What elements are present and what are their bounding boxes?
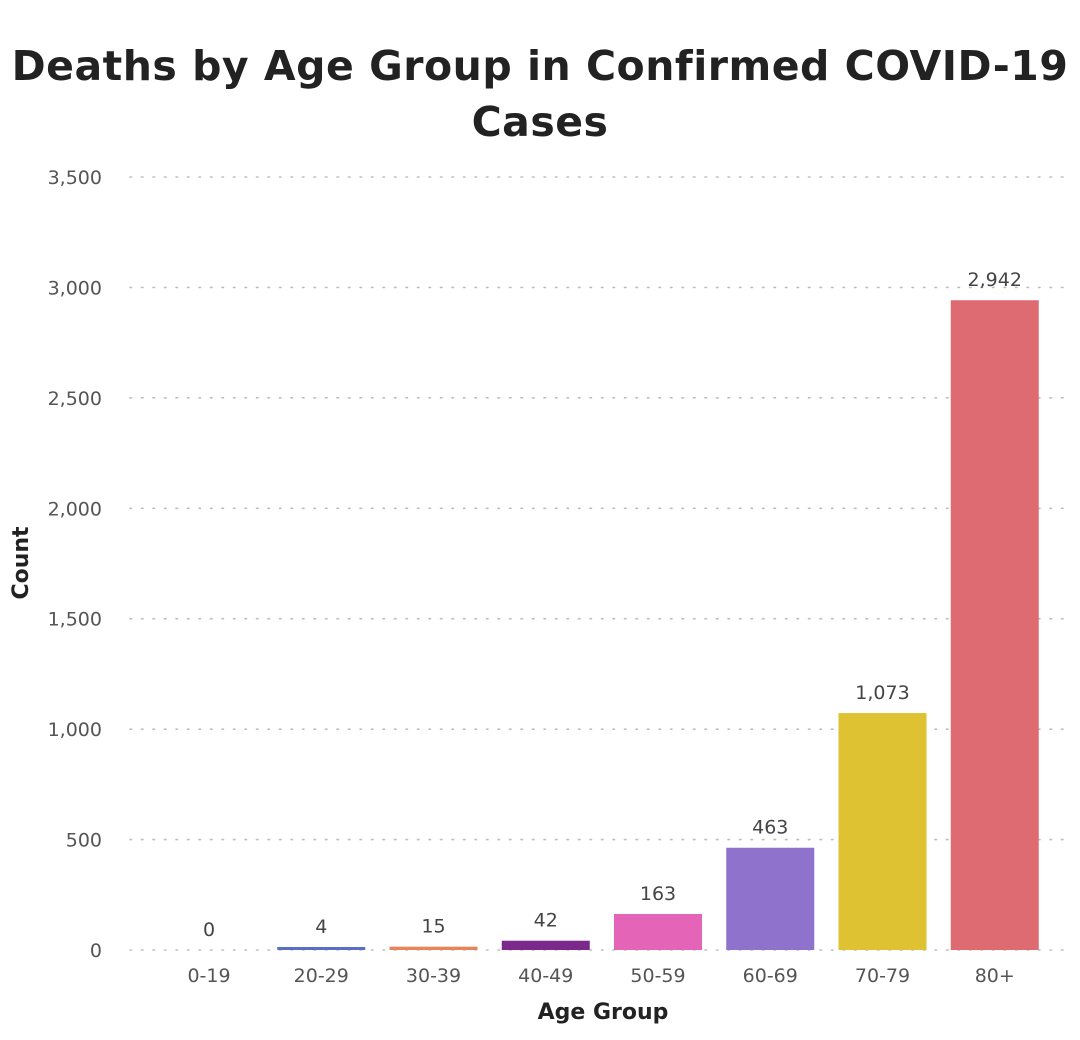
y-tick-label: 2,500 xyxy=(48,388,102,410)
bar-50-59 xyxy=(614,914,702,950)
y-axis-ticks: 0 500 1,000 1,500 2,000 2,500 3,000 3,500 xyxy=(48,167,102,962)
y-axis-title: Count xyxy=(9,526,34,600)
data-label-0-19: 0 xyxy=(203,919,215,941)
x-tick-label-50-59: 50-59 xyxy=(630,965,685,987)
x-tick-label-20-29: 20-29 xyxy=(294,965,349,987)
x-tick-label-30-39: 30-39 xyxy=(406,965,461,987)
data-label-20-29: 4 xyxy=(315,916,327,938)
bar-30-39 xyxy=(389,946,478,950)
y-tick-label: 3,000 xyxy=(48,277,102,299)
x-axis-title: Age Group xyxy=(538,1000,669,1025)
data-label-50-59: 163 xyxy=(640,883,676,905)
x-tick-label-80+: 80+ xyxy=(975,965,1015,987)
bar-20-29 xyxy=(277,947,366,950)
chart-title: Deaths by Age Group in Confirmed COVID-1… xyxy=(11,42,1069,146)
x-axis-ticks: 0-19 20-29 30-39 40-49 50-59 60-69 70-79 80+ xyxy=(187,965,1014,987)
y-tick-label: 3,500 xyxy=(48,167,102,189)
data-label-80+: 2,942 xyxy=(968,269,1022,291)
x-tick-label-70-79: 70-79 xyxy=(855,965,910,987)
bar-40-49 xyxy=(501,940,590,950)
y-tick-label: 1,000 xyxy=(48,719,102,741)
y-tick-label: 1,500 xyxy=(48,609,102,631)
bars xyxy=(277,300,1039,950)
data-label-60-69: 463 xyxy=(752,817,788,839)
y-tick-label: 500 xyxy=(66,830,102,852)
data-labels: 0 4 15 42 163 463 1,073 2,942 xyxy=(203,269,1022,941)
x-tick-label-60-69: 60-69 xyxy=(743,965,798,987)
x-tick-label-0-19: 0-19 xyxy=(187,965,230,987)
data-label-40-49: 42 xyxy=(534,910,558,932)
data-label-70-79: 1,073 xyxy=(855,682,909,704)
y-tick-label: 0 xyxy=(90,940,102,962)
y-tick-label: 2,000 xyxy=(48,498,102,520)
bar-80+ xyxy=(950,300,1039,950)
bar-70-79 xyxy=(838,713,927,950)
bar-60-69 xyxy=(726,847,815,950)
gridlines xyxy=(129,176,1071,951)
data-label-30-39: 15 xyxy=(421,916,445,938)
x-tick-label-40-49: 40-49 xyxy=(518,965,573,987)
